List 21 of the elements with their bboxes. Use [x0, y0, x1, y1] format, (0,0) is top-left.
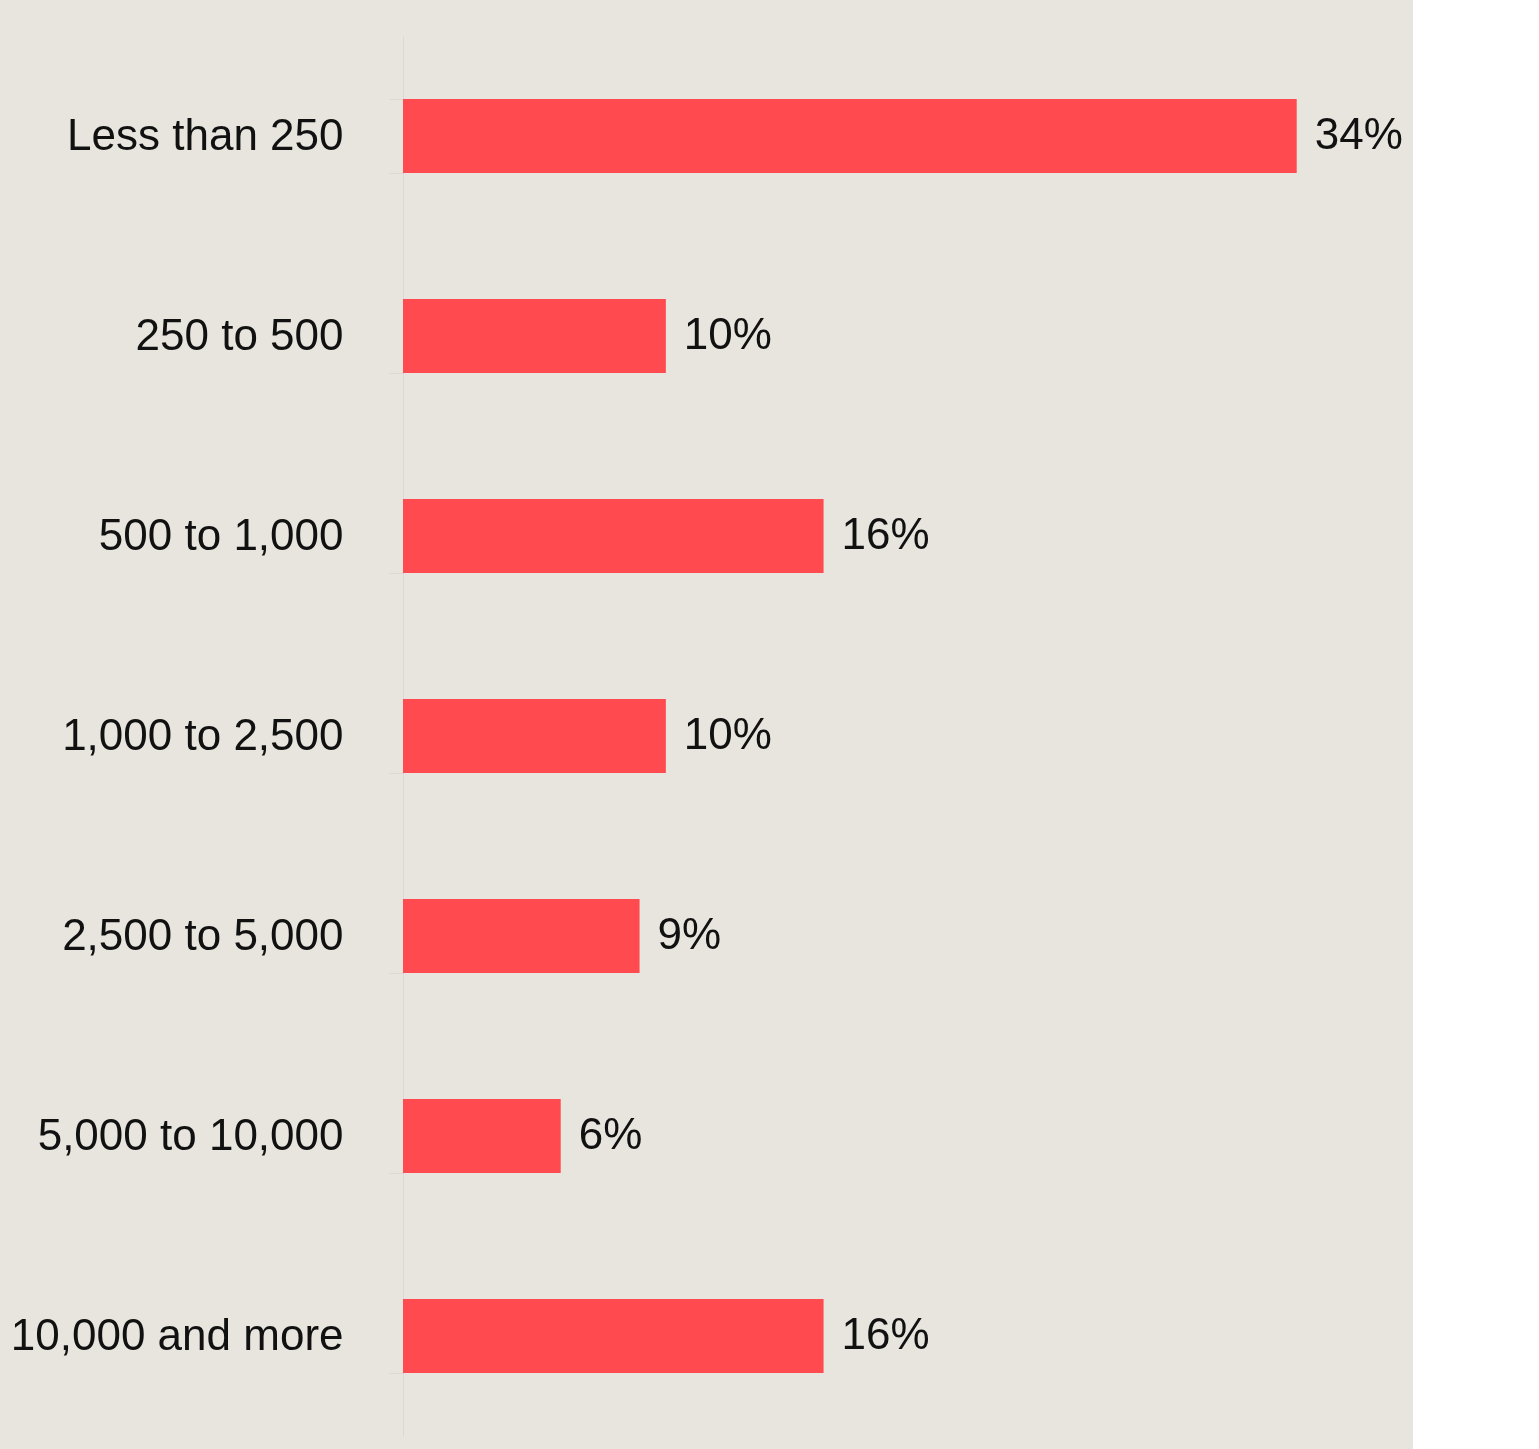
data-label: 10%	[683, 709, 772, 758]
y-tick-label: 2,500 to 5,000	[62, 909, 344, 959]
bar	[403, 499, 824, 573]
y-tick-label: 10,000 and more	[10, 1309, 344, 1359]
bar	[403, 899, 640, 973]
bar	[403, 99, 1297, 173]
bar	[403, 699, 666, 773]
data-label: 10%	[683, 309, 772, 358]
data-label: 34%	[1314, 109, 1403, 158]
y-tick-label: 1,000 to 2,500	[62, 709, 344, 759]
y-tick-label: 5,000 to 10,000	[37, 1109, 344, 1159]
data-label: 6%	[578, 1109, 643, 1158]
data-label: 16%	[841, 509, 930, 558]
data-label: 9%	[657, 909, 722, 958]
bar	[403, 1299, 824, 1373]
y-tick-label: 500 to 1,000	[98, 509, 344, 559]
bar	[403, 1099, 561, 1173]
data-label: 16%	[841, 1309, 930, 1358]
y-tick-label: 250 to 500	[135, 309, 344, 359]
bar	[403, 299, 666, 373]
y-tick-label: Less than 250	[67, 109, 344, 159]
